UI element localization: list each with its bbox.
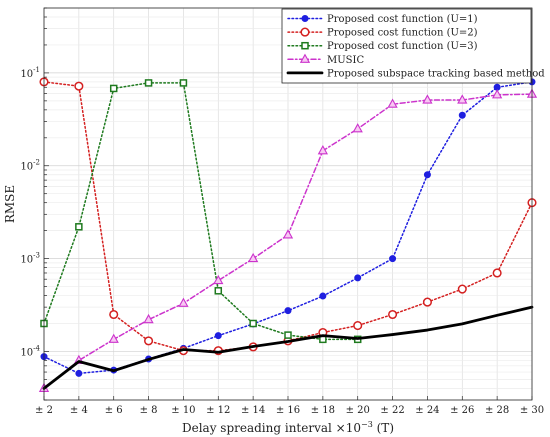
series-4-point (492, 89, 503, 99)
x-tick-label: ± 10 (171, 405, 195, 416)
legend-marker (300, 27, 310, 37)
series-4-point (317, 145, 328, 155)
y-tick-exponent: -4 (33, 344, 40, 352)
series-1-point (389, 255, 397, 263)
y-tick-exponent: -2 (33, 159, 40, 167)
series-4-point (422, 94, 433, 104)
y-tick-base: 10 (20, 162, 33, 173)
y-tick-exponent: -1 (33, 66, 40, 74)
series-3-point (284, 331, 292, 339)
legend-marker (299, 53, 311, 63)
y-tick-base: 10 (20, 69, 33, 80)
legend-entry: Proposed cost function (U=2) (287, 27, 478, 39)
series-4-point (457, 94, 468, 104)
x-axis-label-unit: (T) (373, 421, 394, 435)
y-tick-base: 10 (20, 255, 33, 266)
series-3-point (109, 84, 118, 93)
series-4-point (108, 333, 119, 343)
axis-ticks: ± 2 ± 4 ± 6 ± 8 ± 10 ± 12 ± 14 ± 16 ± 18 ± 20 ± 22… (20, 7, 544, 416)
series-5 (42, 305, 534, 390)
x-tick-label: ± 24 (415, 405, 439, 416)
legend-label: Proposed cost function (U=3) (327, 41, 478, 52)
series-2-point (109, 309, 119, 320)
x-axis-label-exponent: −3 (361, 420, 373, 429)
legend-label: MUSIC (327, 55, 364, 66)
series-2-point (457, 284, 467, 294)
x-tick-label: ± 14 (241, 405, 265, 416)
series-2-point (74, 81, 84, 91)
x-tick-label: ± 26 (450, 405, 474, 416)
series-1-point (284, 307, 292, 315)
legend-entry: Proposed subspace tracking based method (286, 68, 545, 79)
legend-label: Proposed subspace tracking based method (327, 68, 545, 79)
series-4-point (213, 274, 224, 285)
series-4-point (352, 123, 363, 133)
legend-label: Proposed cost function (U=2) (327, 28, 478, 39)
series-3-point (75, 223, 83, 231)
y-tick-label: 10-2 (20, 159, 40, 173)
series-layer (38, 77, 538, 392)
legend-entry: MUSIC (287, 53, 364, 66)
series-4 (38, 88, 538, 392)
series-1-point (354, 274, 362, 282)
series-3-point (249, 319, 257, 328)
series-1-point (319, 292, 327, 300)
series-4-point (248, 252, 259, 263)
plot-frame (43, 7, 533, 401)
series-4-point (178, 297, 189, 307)
x-tick-label: ± 4 (70, 405, 88, 416)
x-tick-label: ± 8 (140, 405, 158, 416)
series-3-point (179, 79, 188, 87)
series-4-point (282, 229, 294, 239)
series-5-line (42, 305, 534, 390)
x-axis-label-text: Delay spreading interval ×10 (182, 421, 361, 435)
series-2-point (353, 321, 363, 331)
x-axis-label: Delay spreading interval ×10−3 (T) (182, 420, 394, 435)
series-3-point (214, 287, 223, 295)
series-1-point (75, 369, 83, 377)
legend-box (281, 8, 532, 84)
x-tick-label: ± 2 (35, 405, 53, 416)
x-tick-label: ± 20 (346, 405, 370, 416)
series-1-point (423, 171, 431, 179)
y-tick-label: 10-3 (20, 252, 40, 266)
series-4-point (143, 313, 154, 324)
legend-label: Proposed cost function (U=1) (327, 14, 478, 25)
y-tick-label: 10-1 (20, 66, 40, 80)
x-tick-label: ± 6 (105, 405, 123, 416)
legend-marker (301, 41, 309, 50)
legend-marker (301, 15, 309, 22)
y-tick-exponent: -3 (33, 252, 40, 260)
series-1-point (214, 332, 222, 340)
x-tick-label: ± 22 (380, 405, 404, 416)
series-2-point (492, 268, 502, 278)
y-axis-label: RMSE (3, 185, 17, 223)
x-tick-label: ± 30 (520, 405, 544, 416)
series-2-point (388, 309, 398, 320)
series-4-point (387, 98, 398, 108)
x-tick-label: ± 12 (206, 405, 230, 416)
x-tick-label: ± 16 (276, 405, 300, 416)
series-3-point (144, 79, 153, 87)
legend-entry: Proposed cost function (U=1) (287, 14, 478, 25)
x-tick-label: ± 28 (485, 405, 509, 416)
series-2-point (422, 297, 432, 307)
x-tick-label: ± 18 (311, 405, 335, 416)
series-1-point (458, 111, 466, 119)
y-tick-label: 10-4 (20, 344, 40, 358)
series-2-point (144, 336, 154, 346)
legend: Proposed cost function (U=1) Proposed cos… (281, 8, 545, 84)
y-tick-base: 10 (20, 347, 33, 358)
legend-entry: Proposed cost function (U=3) (287, 41, 478, 52)
